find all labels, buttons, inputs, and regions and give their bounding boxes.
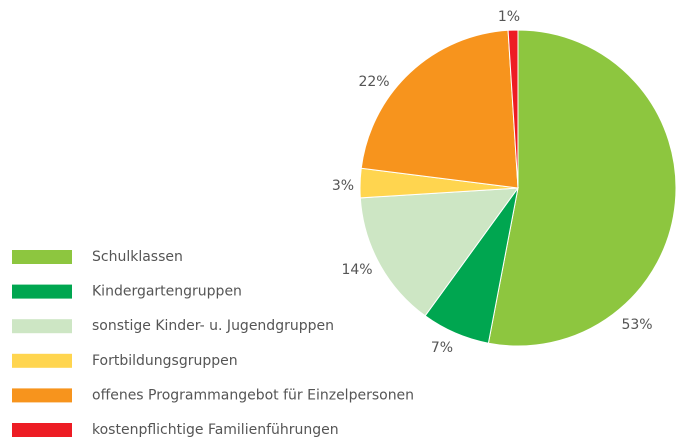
data-label: 7% xyxy=(431,340,453,356)
pie-slice xyxy=(360,29,519,189)
legend-swatch xyxy=(12,423,72,437)
legend-label: sonstige Kinder- u. Jugendgruppen xyxy=(92,318,334,334)
legend-label: Fortbildungsgruppen xyxy=(92,353,238,369)
legend-swatch xyxy=(12,353,72,368)
pie-slice xyxy=(487,29,677,347)
legend-label: Kindergartengruppen xyxy=(92,284,242,300)
legend-swatch xyxy=(12,250,72,264)
legend-label: Schulklassen xyxy=(92,249,183,265)
data-label: 22% xyxy=(358,74,389,90)
pie-slice xyxy=(507,29,519,189)
legend-label: offenes Programmangebot für Einzelperson… xyxy=(92,387,414,403)
data-label: 3% xyxy=(332,178,354,194)
data-label: 1% xyxy=(498,9,520,25)
data-label: 53% xyxy=(621,317,652,333)
legend-swatch xyxy=(12,319,72,334)
pie-slice xyxy=(359,187,520,317)
legend-label: kostenpflichtige Familienführungen xyxy=(92,422,339,438)
legend-swatch xyxy=(12,388,72,403)
data-label: 14% xyxy=(341,262,372,278)
legend-swatch xyxy=(12,284,72,299)
